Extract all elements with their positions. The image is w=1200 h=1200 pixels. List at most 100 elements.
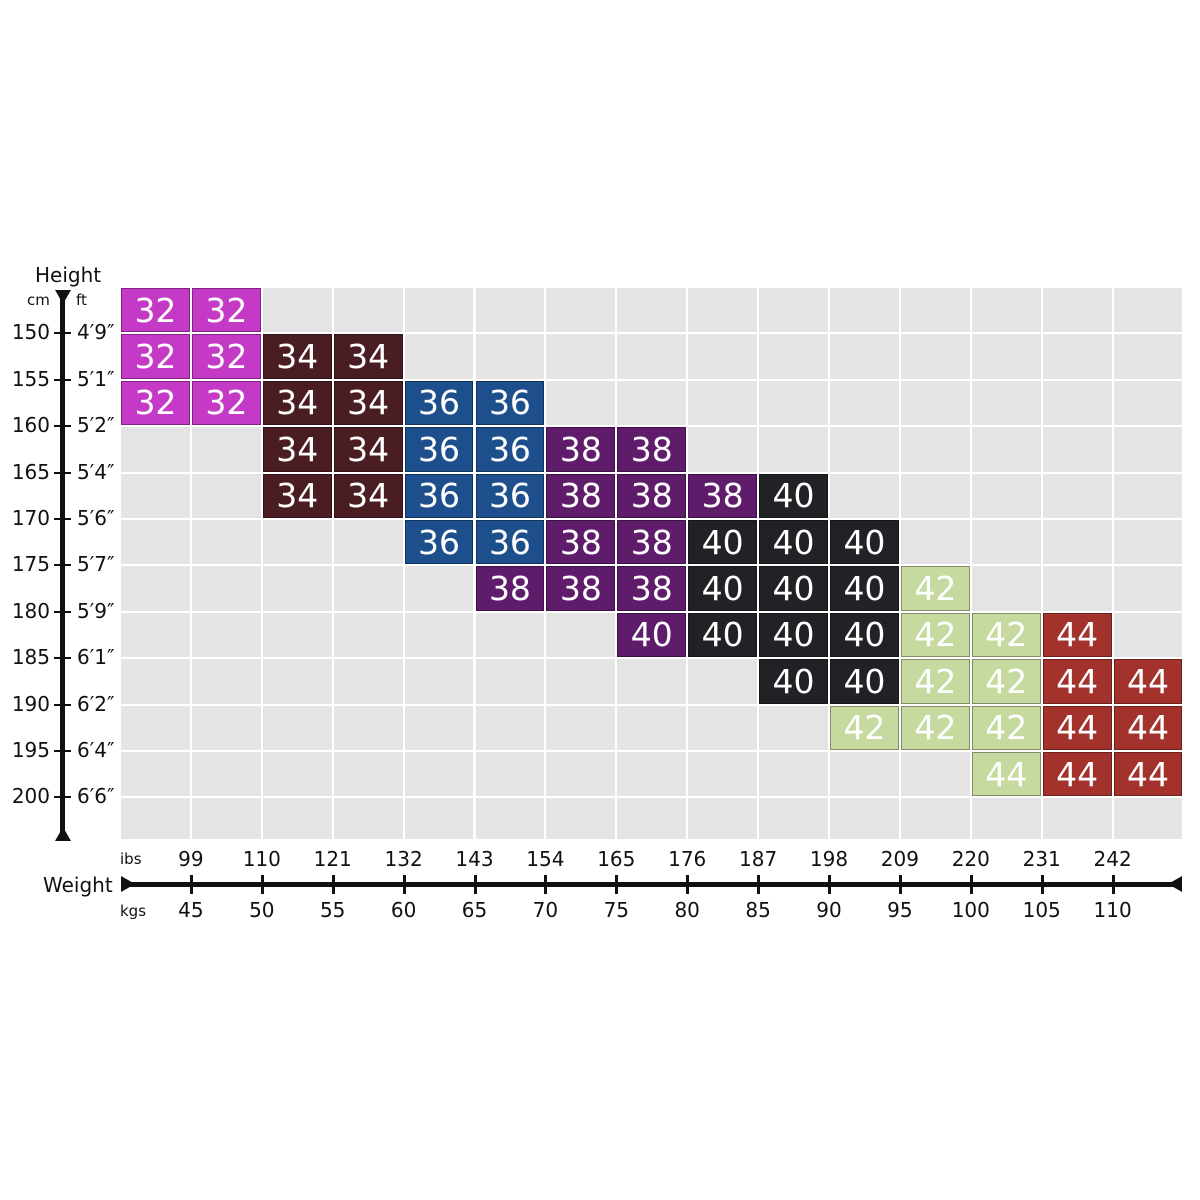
size-cell: 40 <box>759 612 828 658</box>
size-cell: 40 <box>759 659 828 704</box>
grid-cell <box>971 427 1041 472</box>
grid-cell <box>971 798 1041 840</box>
weight-axis-arrow-left-icon <box>121 876 135 892</box>
size-cell: 36 <box>404 427 474 472</box>
grid-cell <box>900 380 970 426</box>
grid-cell <box>121 705 190 750</box>
grid-cell <box>830 427 899 472</box>
size-cell: 42 <box>900 659 970 704</box>
grid-cell <box>1113 334 1183 379</box>
grid-cell <box>971 520 1041 565</box>
grid-cell <box>900 473 970 518</box>
grid-cell <box>121 473 190 518</box>
height-axis-arrow-top-icon <box>55 290 71 304</box>
weight-kgs-label: 105 <box>1022 898 1061 922</box>
size-cell: 36 <box>404 520 474 565</box>
height-ft-label: 5′2″ <box>77 413 115 438</box>
weight-lbs-label: 99 <box>178 847 204 871</box>
weight-axis-line <box>125 882 1177 887</box>
grid-cell <box>900 427 970 472</box>
grid-cell <box>1042 288 1112 333</box>
weight-kgs-label: 45 <box>178 898 204 922</box>
grid-cell <box>1042 380 1112 426</box>
height-tick <box>54 425 71 428</box>
grid-cell <box>475 752 545 797</box>
size-cell: 44 <box>1113 705 1183 750</box>
size-cell: 38 <box>546 566 616 611</box>
grid-cell <box>546 380 616 426</box>
grid-cell <box>475 659 545 704</box>
weight-kgs-label: 75 <box>603 898 630 922</box>
weight-kgs-label: 65 <box>461 898 488 922</box>
grid-cell <box>404 288 474 333</box>
size-cell: 40 <box>759 473 828 518</box>
grid-cell <box>1042 798 1112 840</box>
weight-tick <box>828 875 831 894</box>
height-cm-label: 175 <box>11 552 50 577</box>
size-cell: 42 <box>971 659 1041 704</box>
grid-cell <box>830 334 899 379</box>
grid-cell <box>971 380 1041 426</box>
size-cell: 36 <box>404 473 474 518</box>
weight-kgs-label: 110 <box>1093 898 1132 922</box>
weight-kgs-label: 60 <box>390 898 417 922</box>
grid-cell <box>333 798 403 840</box>
grid-cell <box>1042 427 1112 472</box>
grid-cell <box>971 566 1041 611</box>
grid-cell <box>688 427 758 472</box>
grid-cell <box>759 752 828 797</box>
grid-cell <box>617 705 687 750</box>
size-cell: 44 <box>1042 752 1112 797</box>
weight-lbs-label: 231 <box>1022 847 1061 871</box>
grid-cell <box>475 334 545 379</box>
height-cm-label: 150 <box>11 320 50 345</box>
size-cell: 34 <box>333 334 403 379</box>
size-cell: 32 <box>191 288 261 333</box>
weight-tick <box>1111 875 1115 894</box>
weight-kgs-label: 55 <box>319 898 346 922</box>
size-cell: 32 <box>191 380 261 426</box>
grid-cell <box>546 334 616 379</box>
size-cell: 40 <box>759 566 828 611</box>
grid-cell <box>191 705 261 750</box>
weight-tick <box>473 875 477 894</box>
weight-tick <box>260 875 264 894</box>
weight-lbs-label: 209 <box>880 847 919 871</box>
grid-cell <box>900 752 970 797</box>
size-cell: 38 <box>546 473 616 518</box>
weight-kgs-label: 80 <box>674 898 700 922</box>
size-cell: 40 <box>688 520 758 565</box>
grid-cell <box>900 334 970 379</box>
grid-cell <box>546 798 616 840</box>
grid-cell <box>191 612 261 658</box>
grid-cell <box>1113 520 1183 565</box>
grid-cell <box>900 520 970 565</box>
grid-cell <box>333 520 403 565</box>
size-cell: 34 <box>262 334 332 379</box>
weight-lbs-label: 242 <box>1093 847 1132 871</box>
size-cell: 44 <box>971 752 1041 797</box>
grid-cell <box>830 752 899 797</box>
grid-cell <box>830 380 899 426</box>
weight-lbs-label: 220 <box>951 847 990 871</box>
size-cell: 42 <box>900 705 970 750</box>
height-tick <box>54 564 71 567</box>
height-ft-label: 6′4″ <box>77 738 115 762</box>
height-cm-label: 185 <box>11 645 50 670</box>
weight-kgs-label: 85 <box>745 898 771 922</box>
weight-lbs-label: 110 <box>242 847 281 871</box>
grid-cell <box>404 612 474 658</box>
grid-cell <box>971 334 1041 379</box>
size-cell: 40 <box>688 612 758 658</box>
size-cell: 38 <box>475 566 545 611</box>
grid-cell <box>688 659 758 704</box>
weight-tick <box>331 875 335 894</box>
grid-cell <box>617 798 687 840</box>
size-cell: 42 <box>971 705 1041 750</box>
grid-cell <box>759 427 828 472</box>
height-tick <box>54 750 71 752</box>
height-ft-label: 5′9″ <box>77 598 115 623</box>
grid-cell <box>121 520 190 565</box>
grid-cell <box>688 288 758 333</box>
height-ft-label: 6′2″ <box>77 691 115 716</box>
